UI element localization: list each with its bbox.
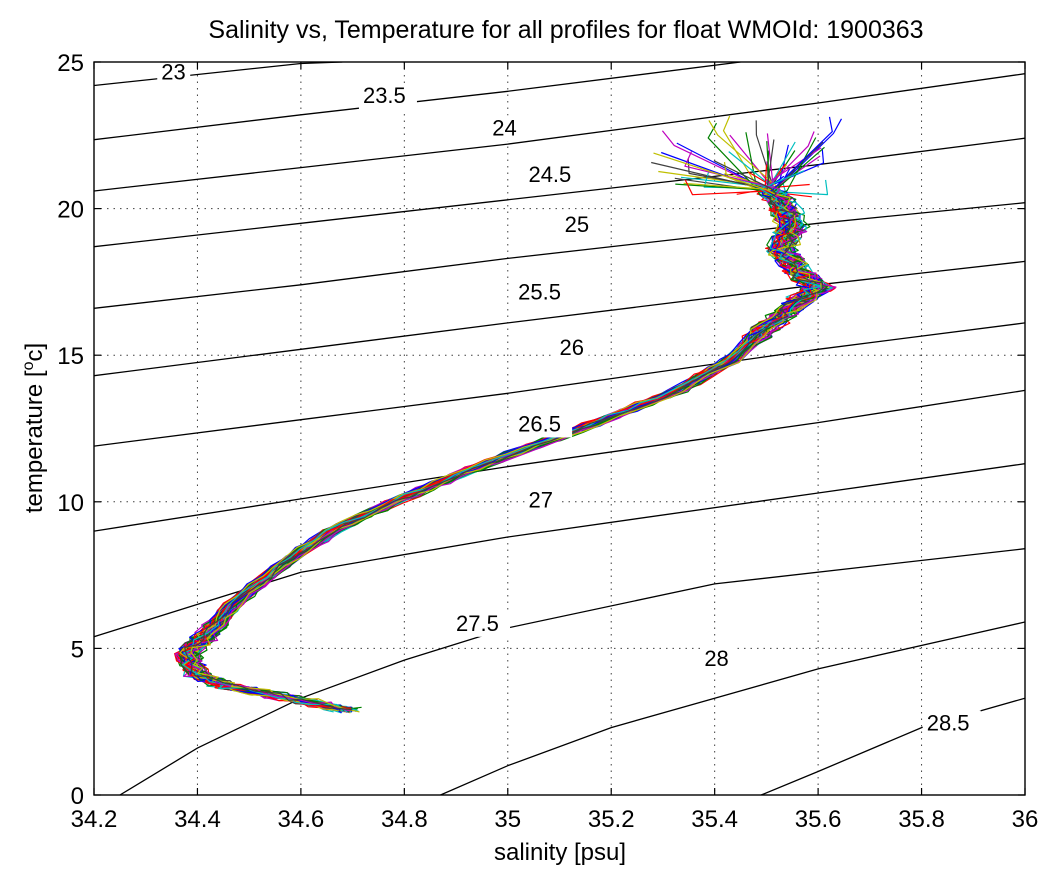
- y-tick-label: 15: [57, 343, 84, 370]
- contour-label: 24: [492, 115, 516, 140]
- profile-line: [178, 151, 810, 714]
- x-tick-label: 34.6: [278, 806, 325, 833]
- profile-lines: [174, 115, 843, 714]
- contour-label: 27: [528, 488, 552, 513]
- y-tick-label: 20: [57, 197, 84, 224]
- contour-label-bg: [524, 162, 583, 189]
- y-tick-label: 25: [57, 50, 84, 77]
- y-tick-label: 5: [71, 636, 84, 663]
- contour-label: 28: [704, 646, 728, 671]
- contour-label-bg: [700, 645, 734, 672]
- y-axis-label-main: temperature [: [21, 370, 48, 513]
- contour-label-bg: [514, 279, 573, 306]
- contour-label: 25.5: [518, 279, 561, 304]
- y-axis-label: temperature [oc]: [20, 343, 48, 513]
- isopycnal-line: [94, 260, 1025, 377]
- contour-label: 25: [565, 212, 589, 237]
- contour-label-bg: [514, 411, 573, 438]
- isopycnal-line: [94, 389, 1025, 532]
- contour-label-bg: [488, 115, 522, 142]
- x-tick-label: 36: [1012, 806, 1039, 833]
- x-tick-label: 35.4: [691, 806, 738, 833]
- contour-label-bg: [452, 610, 511, 637]
- y-axis-ticks: 0 5 10 15 20 25: [57, 50, 1025, 810]
- contour-label: 23: [161, 60, 185, 85]
- contour-label: 23.5: [363, 83, 406, 108]
- contour-label-bg: [358, 83, 417, 110]
- contour-label: 26.5: [518, 411, 561, 436]
- contour-label: 24.5: [528, 162, 571, 187]
- isopycnal-line: [440, 621, 1025, 795]
- x-tick-label: 34.8: [381, 806, 428, 833]
- chart-title: Salinity vs, Temperature for all profile…: [208, 16, 923, 44]
- contour-label-bg: [560, 212, 594, 239]
- contour-label: 26: [560, 335, 584, 360]
- isopycnal-line: [94, 463, 1025, 638]
- isopycnal-line: [94, 73, 1025, 192]
- x-tick-label: 35.6: [795, 806, 842, 833]
- x-tick-label: 34.2: [71, 806, 118, 833]
- y-axis-label-tail: c]: [21, 343, 48, 362]
- contour-label-bg: [524, 487, 558, 514]
- y-tick-label: 10: [57, 490, 84, 517]
- x-tick-label: 35: [494, 806, 521, 833]
- y-tick-label: 0: [71, 783, 84, 810]
- isopycnal-line: [94, 322, 1025, 447]
- profile-line: [181, 170, 824, 713]
- y-axis-label-superscript: o: [20, 361, 37, 370]
- isopycnal-line: [94, 202, 1025, 309]
- x-axis-label: salinity [psu]: [494, 839, 626, 866]
- contour-label-bg: [922, 710, 981, 737]
- x-tick-label: 35.8: [898, 806, 945, 833]
- plot-frame: [93, 61, 1026, 796]
- contour-label: 28.5: [927, 710, 970, 735]
- contour-label-bg: [555, 335, 589, 362]
- x-tick-label: 34.4: [174, 806, 221, 833]
- x-tick-label: 35.2: [588, 806, 635, 833]
- isopycnal-line: [119, 548, 1025, 795]
- x-axis-ticks: 34.2 34.4 34.6 34.8 35 35.2 35.4 35.6 35.8 36: [71, 62, 1039, 833]
- contour-label-bg: [157, 59, 191, 86]
- contour-label: 27.5: [456, 611, 499, 636]
- isopycnal-line: [94, 137, 1025, 248]
- contour-labels: 23 23.5 24 24.5 25 25.5 26 26.5 27 27.5 28 28.5: [157, 59, 981, 737]
- profile-line: [184, 160, 824, 711]
- profile-line: [189, 151, 837, 712]
